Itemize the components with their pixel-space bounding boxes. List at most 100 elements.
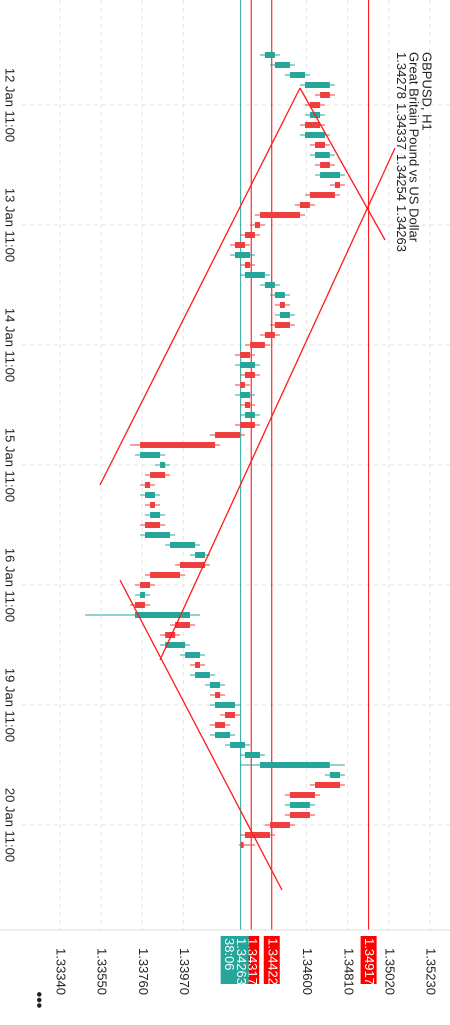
timer: 38:06	[222, 938, 237, 971]
candle-body	[320, 172, 341, 178]
last-quote: 1.34278 1.34337 1.34254 1.34263	[394, 52, 409, 252]
candle-body	[274, 292, 285, 298]
candle-body	[144, 532, 171, 538]
candle-body	[279, 312, 290, 318]
candle-body	[240, 382, 245, 388]
x-tick-label: 20 Jan 11:00	[3, 788, 18, 862]
level-lines	[240, 0, 370, 930]
candles	[85, 52, 345, 848]
candle-body	[234, 242, 245, 248]
candle-body	[234, 252, 251, 258]
candle-body	[244, 262, 251, 268]
candle-body	[305, 122, 321, 128]
quote-value: 1.34254	[394, 154, 409, 201]
candle-body	[215, 702, 235, 708]
candle-body	[309, 192, 335, 198]
candle-body	[240, 352, 251, 358]
candle-body	[240, 362, 255, 368]
y-tick-label: 1.35020	[382, 948, 397, 995]
candle-body	[250, 342, 265, 348]
candle-body	[320, 162, 330, 168]
candle-body	[289, 792, 315, 798]
x-tick-label: 12 Jan 11:00	[3, 68, 18, 142]
candle-body	[244, 272, 265, 278]
candle-body	[215, 722, 225, 728]
candle-body	[215, 732, 231, 738]
candle-body	[240, 392, 251, 398]
candle-body	[150, 472, 166, 478]
y-tick-label: 1.33760	[136, 948, 151, 995]
candle-body	[185, 652, 200, 658]
current-price-box	[220, 936, 249, 984]
x-tick-label: 14 Jan 11:00	[3, 308, 18, 382]
candle-body	[260, 212, 300, 218]
candle-body	[329, 772, 341, 778]
candle-body	[264, 52, 275, 58]
candle-body	[244, 402, 251, 408]
trendline	[299, 87, 386, 241]
candle-body	[264, 332, 275, 338]
trendline	[119, 579, 283, 891]
candle-body	[150, 512, 161, 518]
trendlines	[99, 87, 396, 891]
candle-body	[264, 282, 275, 288]
candle-body	[274, 322, 290, 328]
x-tick-label: 15 Jan 11:00	[3, 428, 18, 502]
candle-body	[289, 72, 306, 78]
candle-body	[195, 672, 210, 678]
candle-body	[244, 832, 270, 838]
grid	[20, 0, 450, 930]
candle-body	[320, 92, 330, 98]
level-label-box	[263, 936, 280, 984]
candle-body	[144, 482, 151, 488]
y-tick-label: 1.33340	[54, 948, 69, 995]
candle-body	[244, 752, 261, 758]
candle-body	[299, 202, 310, 208]
candle-body	[140, 452, 161, 458]
candle-body	[244, 372, 255, 378]
current-price-label: 1.34263	[234, 938, 249, 985]
menu-icon[interactable]: •••	[30, 992, 47, 1009]
candle-body	[289, 802, 310, 808]
candle-body	[215, 692, 221, 698]
candle-body	[150, 502, 155, 508]
candle-body	[315, 152, 330, 158]
candle-body	[279, 302, 285, 308]
candle-body	[224, 712, 235, 718]
y-tick-label: 1.35230	[423, 948, 438, 995]
candle-body	[135, 602, 145, 608]
candle-body	[244, 232, 255, 238]
candle-body	[315, 142, 325, 148]
labels: 1.33340 1.33550 1.33760 1.33970 1.34600 1.348…	[3, 68, 439, 995]
candle-body	[240, 422, 255, 428]
candle-body	[165, 642, 186, 648]
candle-body	[215, 432, 241, 438]
candle-body	[260, 762, 330, 768]
trendline	[99, 87, 301, 486]
candle-body	[309, 102, 321, 108]
candle-body	[179, 562, 206, 568]
quote-value: 1.34278	[394, 52, 409, 99]
description: Great Britain Pound vs US Dollar	[407, 52, 422, 243]
x-tick-label: 19 Jan 11:00	[3, 668, 18, 742]
candle-body	[195, 552, 206, 558]
candle-body	[140, 442, 216, 448]
candle-body	[209, 682, 221, 688]
candle-body	[305, 82, 330, 88]
level-label: 1.34917	[362, 938, 377, 985]
candle-body	[170, 542, 196, 548]
candle-body	[289, 812, 310, 818]
candle-body	[160, 462, 166, 468]
candle-body	[195, 662, 200, 668]
y-tick-label: 1.33550	[95, 948, 110, 995]
candle-body	[135, 612, 190, 618]
candle-body	[144, 522, 161, 528]
candle-body	[274, 62, 290, 68]
level-label-box	[360, 936, 377, 984]
y-tick-label: 1.34600	[300, 948, 315, 995]
candle-body	[230, 742, 245, 748]
candle-body	[175, 622, 190, 628]
